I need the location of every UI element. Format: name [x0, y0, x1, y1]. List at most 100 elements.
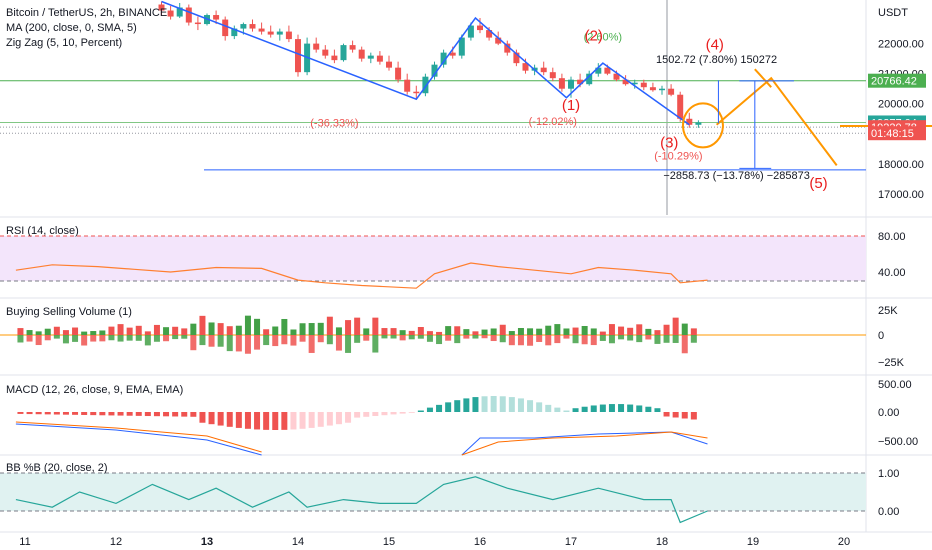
macd-histogram-bar: [581, 406, 588, 412]
volume-bar: [563, 335, 570, 339]
macd-histogram-bar: [608, 404, 615, 412]
volume-bar: [545, 335, 552, 346]
candle: [549, 72, 556, 79]
candle: [622, 79, 629, 85]
rsi-pane[interactable]: [0, 235, 866, 289]
candle: [686, 118, 693, 125]
candle: [404, 79, 411, 92]
volume-bar: [281, 335, 288, 345]
volume-bar: [499, 324, 506, 335]
candle: [295, 39, 301, 73]
macd-histogram-bar: [190, 412, 197, 417]
volume-bar: [254, 335, 261, 350]
macd-histogram-bar: [499, 396, 506, 412]
volume-bar: [399, 330, 406, 335]
rsi-tick: 40.00: [878, 267, 906, 279]
volume-bar: [408, 335, 415, 340]
volume-bar: [690, 335, 697, 343]
macd-histogram-bar: [99, 412, 106, 416]
volume-bar: [26, 335, 33, 342]
macd-histogram-bar: [408, 412, 415, 413]
volume-bar: [17, 328, 24, 335]
volume-bar: [235, 325, 242, 335]
macd-histogram-bar: [226, 412, 233, 427]
measure-down-text: −2858.73 (−13.78%) −285873: [663, 170, 810, 182]
x-tick: 19: [747, 536, 759, 548]
candle: [540, 67, 547, 73]
volume-bar: [135, 335, 142, 341]
volume-bar: [326, 316, 333, 335]
volume-bar: [608, 335, 615, 344]
candle: [349, 45, 356, 50]
volume-bar: [481, 329, 488, 335]
macd-histogram-bar: [690, 412, 697, 420]
volume-bar: [554, 335, 561, 344]
candle: [513, 52, 520, 64]
macd-histogram-bar: [417, 410, 424, 412]
volume-bar: [62, 335, 69, 344]
measure-up-text: 1502.72 (7.80%) 150272: [656, 54, 777, 66]
x-tick: 17: [565, 536, 577, 548]
volume-bar: [199, 315, 206, 335]
volume-bar: [490, 328, 497, 335]
volume-bar: [645, 335, 652, 340]
rsi-label: RSI (14, close): [6, 225, 79, 237]
candle: [240, 24, 247, 29]
volume-bar: [681, 335, 688, 354]
candle: [267, 31, 274, 35]
price-tick: 22000.00: [878, 39, 924, 51]
volume-bar: [372, 317, 379, 335]
macd-pane[interactable]: [15, 396, 708, 456]
volume-bar: [272, 326, 279, 335]
macd-histogram-bar: [281, 412, 288, 430]
price-pane[interactable]: (-36.33%) (-12.02%) (-10.29%) (2.60%) (1) (2)…: [0, 0, 932, 192]
macd-histogram-bar: [153, 412, 160, 417]
candle: [558, 78, 565, 89]
rsi-line: [15, 262, 708, 289]
candle: [358, 49, 365, 59]
candle: [604, 67, 611, 74]
volume-bar: [226, 326, 233, 335]
candle: [386, 61, 392, 68]
volume-bar: [417, 335, 424, 339]
volume-bar: [345, 320, 352, 335]
volume-bar: [463, 329, 470, 335]
candle: [176, 7, 183, 17]
highlight-circle: [681, 102, 724, 149]
macd-histogram-bar: [44, 412, 51, 415]
volume-bar: [608, 324, 615, 335]
volume-bar: [335, 335, 342, 351]
volume-bar: [117, 335, 124, 342]
volume-bar: [163, 327, 170, 335]
volume-bar: [90, 331, 97, 335]
bb-pane[interactable]: [0, 472, 866, 524]
elliott-wave-label: (1): [562, 97, 580, 114]
volume-bar: [481, 335, 488, 339]
candle: [213, 15, 220, 20]
macd-histogram-bar: [144, 412, 151, 417]
candle: [595, 67, 602, 74]
macd-histogram-bar: [208, 412, 215, 425]
volume-bar: [390, 335, 397, 339]
candle: [258, 28, 265, 32]
price-tick: 20000.00: [878, 99, 924, 111]
macd-histogram-bar: [472, 397, 479, 412]
macd-histogram-bar: [399, 412, 406, 414]
macd-histogram-bar: [172, 412, 179, 417]
volume-bar: [426, 331, 433, 335]
volume-bar: [590, 335, 597, 346]
volume-bar: [672, 317, 679, 335]
volume-bar: [654, 335, 661, 344]
x-tick: 18: [656, 536, 668, 548]
macd-histogram-bar: [90, 412, 97, 416]
volume-bar: [508, 335, 515, 346]
macd-histogram-bar: [72, 412, 79, 415]
volume-bar: [308, 323, 315, 335]
volume-bar: [454, 326, 461, 335]
candle: [631, 82, 638, 85]
macd-histogram-bar: [62, 412, 69, 415]
volume-bar: [408, 330, 415, 335]
volume-pane[interactable]: [0, 315, 866, 354]
volume-bar: [108, 335, 115, 341]
